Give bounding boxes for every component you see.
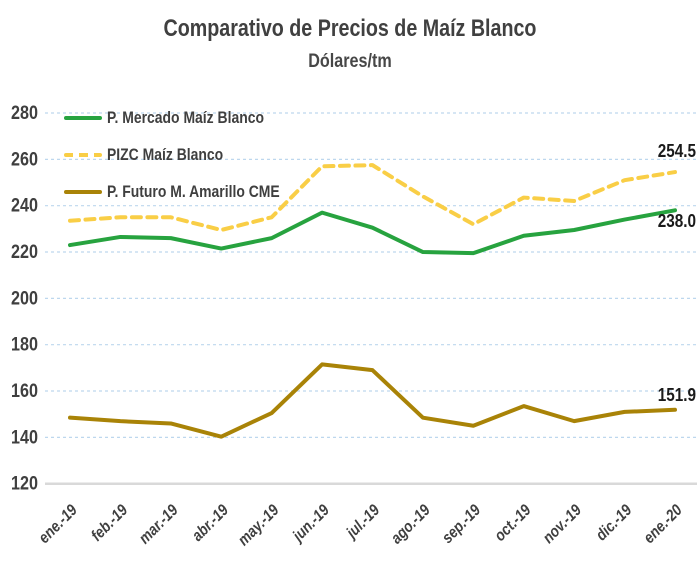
x-axis-label: feb.-19 [88, 501, 132, 545]
chart-subtitle: Dólares/tm [308, 51, 392, 72]
legend-line-swatch-green [64, 115, 102, 120]
y-axis-label: 120 [11, 472, 38, 494]
series-line-0 [68, 208, 677, 256]
legend-label-futuro: P. Futuro M. Amarillo CME [107, 181, 280, 201]
series-line-1 [68, 163, 677, 233]
chart-title: Comparativo de Precios de Maíz Blanco [163, 15, 537, 42]
legend-line-swatch-yellow-dashed [64, 152, 102, 157]
legend: P. Mercado Maíz Blanco PIZC Maíz Blanco … [64, 99, 318, 210]
x-axis-label: dic.-19 [593, 501, 636, 544]
legend-line-swatch-gold [64, 189, 102, 194]
end-label-pizc: 254.5 [657, 141, 696, 161]
x-axis-label: ene.-20 [641, 501, 687, 547]
x-axis-label: may.-19 [235, 501, 283, 549]
y-axis-label: 260 [11, 148, 38, 170]
legend-item-pizc: PIZC Maíz Blanco [64, 136, 318, 173]
y-axis-label: 240 [11, 194, 38, 216]
legend-item-mercado: P. Mercado Maíz Blanco [64, 99, 318, 136]
y-axis-label: 160 [11, 380, 38, 402]
y-axis-label: 180 [11, 333, 38, 355]
legend-label-mercado: P. Mercado Maíz Blanco [107, 107, 265, 127]
x-axis-label: sep.-19 [439, 501, 485, 547]
end-label-futuro: 151.9 [657, 385, 696, 405]
legend-item-futuro: P. Futuro M. Amarillo CME [64, 173, 318, 210]
x-axis-label: jul.-19 [342, 501, 384, 543]
legend-label-pizc: PIZC Maíz Blanco [107, 144, 224, 164]
x-axis-label: ago.-19 [388, 501, 434, 547]
end-label-mercado: 238.0 [657, 211, 696, 231]
x-axis-label: nov.-19 [540, 501, 586, 547]
series-line-2 [68, 362, 677, 439]
y-axis-label: 200 [11, 287, 38, 309]
y-axis-label: 280 [11, 102, 38, 124]
y-axis-label: 140 [11, 426, 38, 448]
y-axis-label: 220 [11, 241, 38, 263]
x-axis-label: ene.-19 [36, 501, 82, 547]
x-axis-label: abr.-19 [189, 501, 233, 545]
x-axis-label: mar.-19 [136, 501, 182, 547]
x-axis-label: oct.-19 [492, 501, 536, 545]
x-axis-label: jun.-19 [289, 501, 334, 546]
